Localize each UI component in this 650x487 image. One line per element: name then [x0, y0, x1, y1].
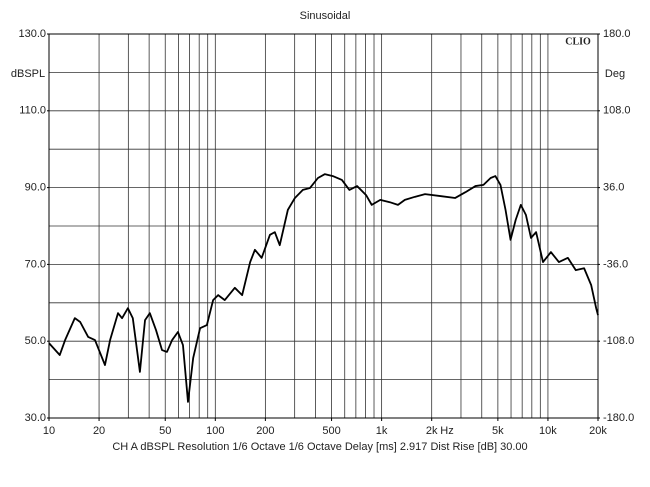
x-tick-label: 1k [376, 425, 388, 437]
x-tick-label: 50 [159, 425, 171, 437]
x-tick-label: 2k [426, 425, 438, 437]
y2-tick-label: -36.0 [603, 258, 628, 270]
x-tick-label: 200 [256, 425, 274, 437]
response-curve [48, 173, 599, 403]
plot-frame [48, 33, 599, 419]
y2-axis-label: Deg [605, 68, 625, 80]
y2-tick-label: 36.0 [603, 182, 624, 194]
chart-title: Sinusoidal [300, 10, 351, 22]
y-tick-label: 70.0 [25, 258, 46, 270]
footer: CH A dBSPL Resolution 1/6 Octave 1/6 Oct… [112, 441, 527, 453]
x-tick-label: 10k [539, 425, 557, 437]
y-tick-label: 50.0 [25, 335, 46, 347]
brand: CLIO [565, 36, 591, 47]
y-tick-label: 90.0 [25, 182, 46, 194]
y-tick-label: 130.0 [18, 28, 46, 40]
x-tick-label: 100 [206, 425, 224, 437]
x-tick-label: 500 [322, 425, 340, 437]
x-tick-label: 20 [93, 425, 105, 437]
y-tick-label: 110.0 [19, 105, 46, 117]
x-axis-label: Hz [440, 425, 453, 437]
x-tick-label: 10 [43, 425, 55, 437]
y-axis-label: dBSPL [11, 68, 45, 80]
y2-tick-label: -180.0 [603, 412, 634, 424]
y2-tick-label: -108.0 [603, 335, 634, 347]
y2-tick-label: 108.0 [603, 105, 631, 117]
y2-tick-label: 180.0 [603, 28, 631, 40]
x-tick-label: 5k [492, 425, 504, 437]
x-tick-label: 20k [589, 425, 607, 437]
y-tick-label: 30.0 [25, 412, 46, 424]
